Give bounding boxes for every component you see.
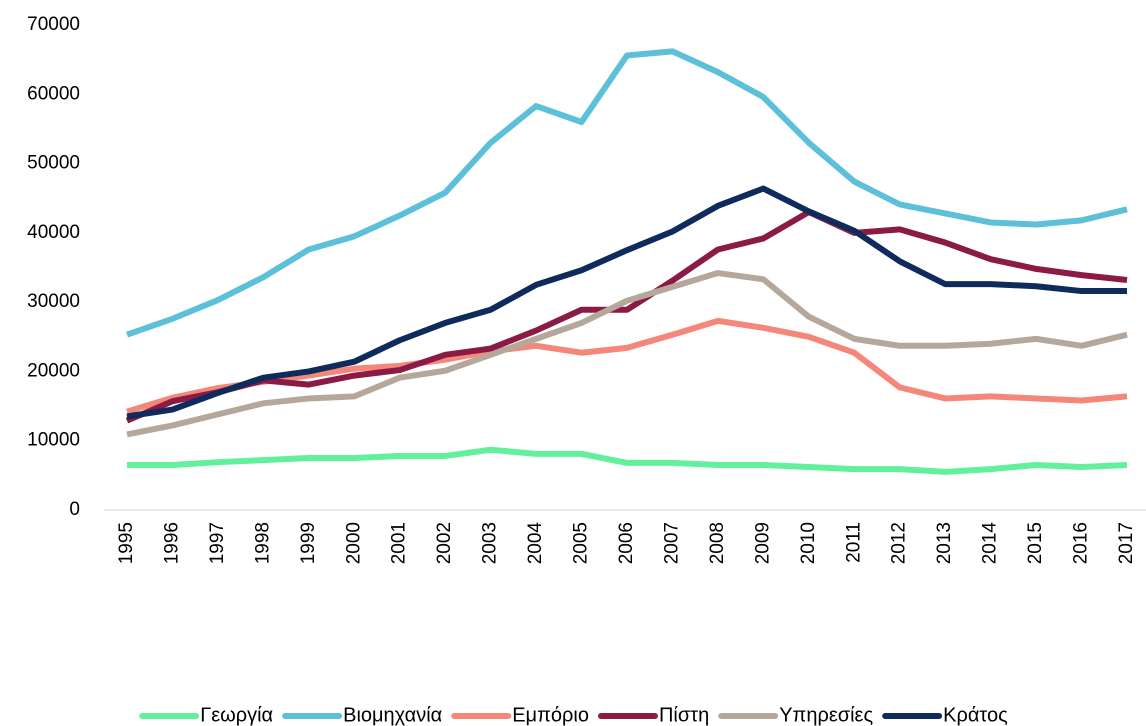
x-tick-label: 2005	[571, 522, 592, 564]
series-line	[125, 209, 1128, 424]
x-tick-label: 1995	[116, 522, 137, 564]
x-tick-label: 1996	[161, 522, 182, 564]
x-tick-label: 2002	[434, 522, 455, 564]
series-line	[126, 185, 1127, 420]
y-tick-label: 20000	[27, 360, 80, 381]
legend-label: Κράτος	[943, 704, 1008, 726]
y-tick-label: 60000	[27, 83, 80, 104]
legend-label: Εμπόριο	[512, 704, 589, 726]
x-tick-label: 1999	[298, 522, 319, 564]
x-tick-label: 2010	[798, 522, 819, 564]
y-tick-label: 0	[69, 499, 80, 520]
x-tick-label: 2006	[616, 522, 637, 564]
x-tick-label: 2013	[934, 522, 955, 564]
x-tick-label: 2011	[843, 522, 864, 563]
x-tick-label: 1998	[252, 522, 273, 564]
x-tick-label: 2004	[525, 522, 546, 565]
y-tick-label: 70000	[27, 14, 80, 35]
x-tick-label: 2012	[889, 522, 910, 564]
x-tick-label: 2014	[980, 522, 1001, 565]
x-tick-label: 2003	[480, 522, 501, 564]
legend-label: Βιομηχανία	[343, 704, 442, 726]
y-tick-label: 10000	[27, 430, 80, 451]
y-tick-label: 40000	[27, 222, 80, 243]
x-tick-label: 2017	[1116, 522, 1137, 564]
x-tick-label: 1997	[207, 522, 228, 564]
series-line	[127, 446, 1128, 475]
x-tick-label: 2015	[1025, 522, 1046, 564]
x-tick-label: 2000	[343, 522, 364, 564]
x-tick-label: 2016	[1071, 522, 1092, 564]
series-line	[126, 270, 1128, 438]
legend-label: Γεωργία	[200, 704, 273, 726]
series-line	[126, 48, 1128, 338]
y-tick-label: 50000	[27, 153, 80, 174]
legend: Γεωργία Βιομηχανία Εμπόριο Πίστη Υπηρεσίες Κρ…	[139, 704, 1008, 726]
x-tick-label: 2008	[707, 522, 728, 564]
x-tick-label: 2009	[752, 522, 773, 564]
x-tick-label: 2001	[389, 522, 410, 564]
series-line	[126, 317, 1128, 415]
legend-label: Υπηρεσίες	[779, 704, 873, 726]
legend-label: Πίστη	[659, 704, 709, 726]
x-tick-label: 2007	[661, 522, 682, 564]
y-tick-label: 30000	[27, 291, 80, 312]
